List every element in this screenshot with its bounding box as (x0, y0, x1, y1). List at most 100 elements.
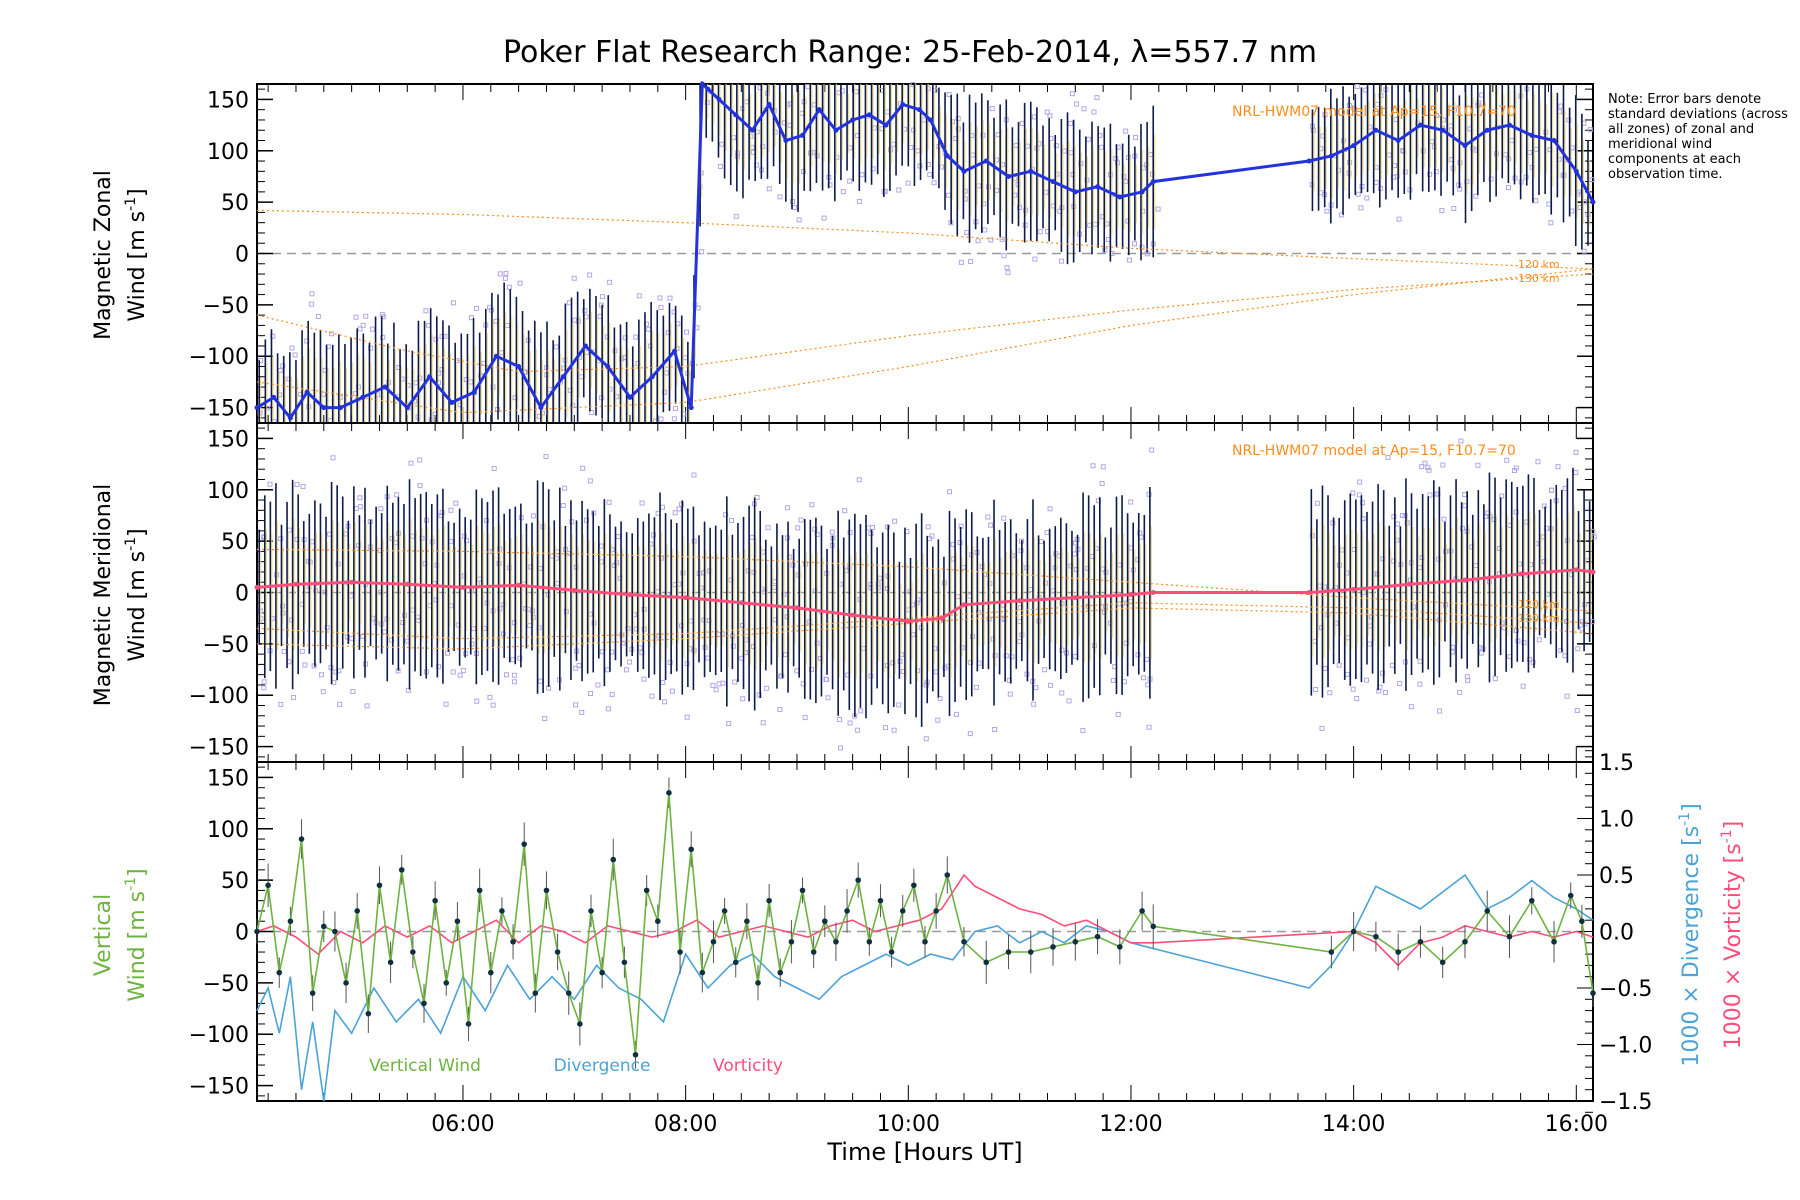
zonal-mean-point (1306, 158, 1312, 164)
vertical-wind-point (354, 908, 361, 914)
meridional-zone-point (299, 648, 305, 654)
zonal-y-tick-label: 0 (235, 243, 249, 268)
meridional-zone-point (1364, 677, 1370, 683)
meridional-zone-point (436, 664, 442, 670)
meridional-zone-point (953, 711, 959, 717)
vertical-wind-point (899, 908, 906, 914)
zonal-model-curve (256, 273, 1594, 373)
zonal-zone-point (1581, 248, 1587, 254)
meridional-zone-point (448, 507, 454, 513)
zonal-zone-point (1439, 208, 1445, 214)
zonal-zone-point (1069, 91, 1075, 97)
zonal-zone-point (457, 402, 463, 408)
zonal-zone-point (890, 141, 896, 147)
meridional-y-tick-label: 100 (207, 479, 249, 504)
divergence-y2-label: 1000 × Divergence [s-1] (1677, 803, 1704, 1066)
meridional-zone-point (605, 667, 611, 673)
meridional-zone-point (1417, 658, 1423, 664)
zonal-zone-point (473, 305, 479, 311)
meridional-zone-point (1440, 462, 1446, 468)
zonal-model-alt-label: 120 km (1518, 258, 1560, 271)
meridional-zone-point (484, 518, 490, 524)
meridional-zone-point (649, 693, 655, 699)
zonal-mean-point (833, 127, 839, 133)
meridional-zone-point (580, 465, 586, 471)
meridional-mean-point (1150, 590, 1156, 595)
zonal-zone-point (975, 238, 981, 244)
vorticity-line (256, 873, 1594, 967)
meridional-zone-point (651, 532, 657, 538)
vertical-wind-point (666, 790, 672, 796)
meridional-zone-point (606, 499, 612, 505)
zonal-zone-point (1534, 146, 1540, 152)
meridional-zone-point (1549, 487, 1555, 493)
meridional-zone-point (350, 688, 356, 694)
zonal-mean-point (582, 343, 588, 349)
zonal-zone-point (1488, 176, 1494, 182)
meridional-mean-point (939, 615, 945, 621)
vertical-wind-point (1139, 908, 1145, 914)
meridional-zone-point (330, 455, 336, 461)
meridional-zone-point (1528, 562, 1534, 568)
vertical-wind-point (499, 908, 505, 914)
vertical-wind-point (983, 959, 990, 966)
meridional-zone-point (1380, 670, 1386, 676)
zonal-mean-point (716, 96, 722, 102)
meridional-zone-point (337, 701, 343, 707)
meridional-zone-point (1391, 514, 1397, 520)
meridional-zone-point (1031, 701, 1037, 707)
meridional-zone-point (1357, 479, 1363, 485)
meridional-y-label-units: Wind [m s (125, 551, 150, 662)
meridional-zone-point (641, 676, 647, 682)
zonal-zone-point (497, 271, 503, 277)
zonal-zone-point (1557, 109, 1563, 115)
meridional-zone-point (858, 708, 864, 714)
meridional-zone-point (676, 581, 682, 587)
meridional-zone-point (1360, 500, 1366, 506)
meridional-zone-point (504, 672, 510, 678)
meridional-zone-point (812, 526, 818, 532)
meridional-zone-point (1137, 530, 1143, 536)
meridional-zone-point (300, 483, 306, 489)
zonal-zone-point (1019, 120, 1025, 126)
meridional-zone-point (726, 721, 732, 727)
zonal-zone-point (553, 344, 559, 350)
vertical-wind-point (1050, 944, 1056, 950)
meridional-y-label-line1: Magnetic Meridional (91, 484, 116, 706)
zonal-zone-point (999, 236, 1005, 242)
meridional-zone-point (1138, 534, 1144, 540)
zonal-mean-point (560, 374, 566, 380)
zonal-zone-point (636, 293, 642, 299)
meridional-zone-point (261, 685, 267, 691)
zonal-zone-point (896, 187, 902, 193)
zonal-y-label-close: ] (125, 188, 150, 197)
meridional-zone-point (1018, 605, 1024, 611)
vertical-wind-point (1395, 949, 1401, 955)
zonal-mean-point (649, 374, 655, 380)
zonal-zone-point (859, 172, 865, 178)
meridional-zone-point (760, 720, 766, 726)
zonal-zone-point (905, 180, 911, 186)
vertical-wind-point (1484, 908, 1491, 914)
vertical-wind-point (699, 969, 706, 976)
meridional-zone-point (1422, 460, 1428, 466)
zonal-mean-point (1590, 199, 1596, 205)
zonal-zone-point (1396, 216, 1402, 222)
vertical-wind-point (844, 908, 850, 914)
meridional-mean-point (1590, 569, 1596, 575)
vertical-wind-point (454, 918, 461, 925)
zonal-zone-point (719, 141, 725, 147)
meridional-zone-point (562, 485, 568, 491)
meridional-zone-point (1146, 724, 1152, 730)
meridional-zone-point (1425, 464, 1431, 470)
meridional-zone-point (615, 534, 621, 540)
vertical-wind-point (710, 938, 717, 945)
vertical-wind-point (777, 969, 784, 976)
meridional-y-tick-label: −150 (189, 736, 249, 761)
vertical-wind-point (543, 887, 550, 894)
meridional-zone-point (824, 677, 830, 683)
zonal-zone-point (1358, 205, 1364, 211)
meridional-model-alt-label: 130 km (1518, 612, 1560, 625)
meridional-zone-point (765, 525, 771, 531)
zonal-zone-point (1131, 241, 1137, 247)
